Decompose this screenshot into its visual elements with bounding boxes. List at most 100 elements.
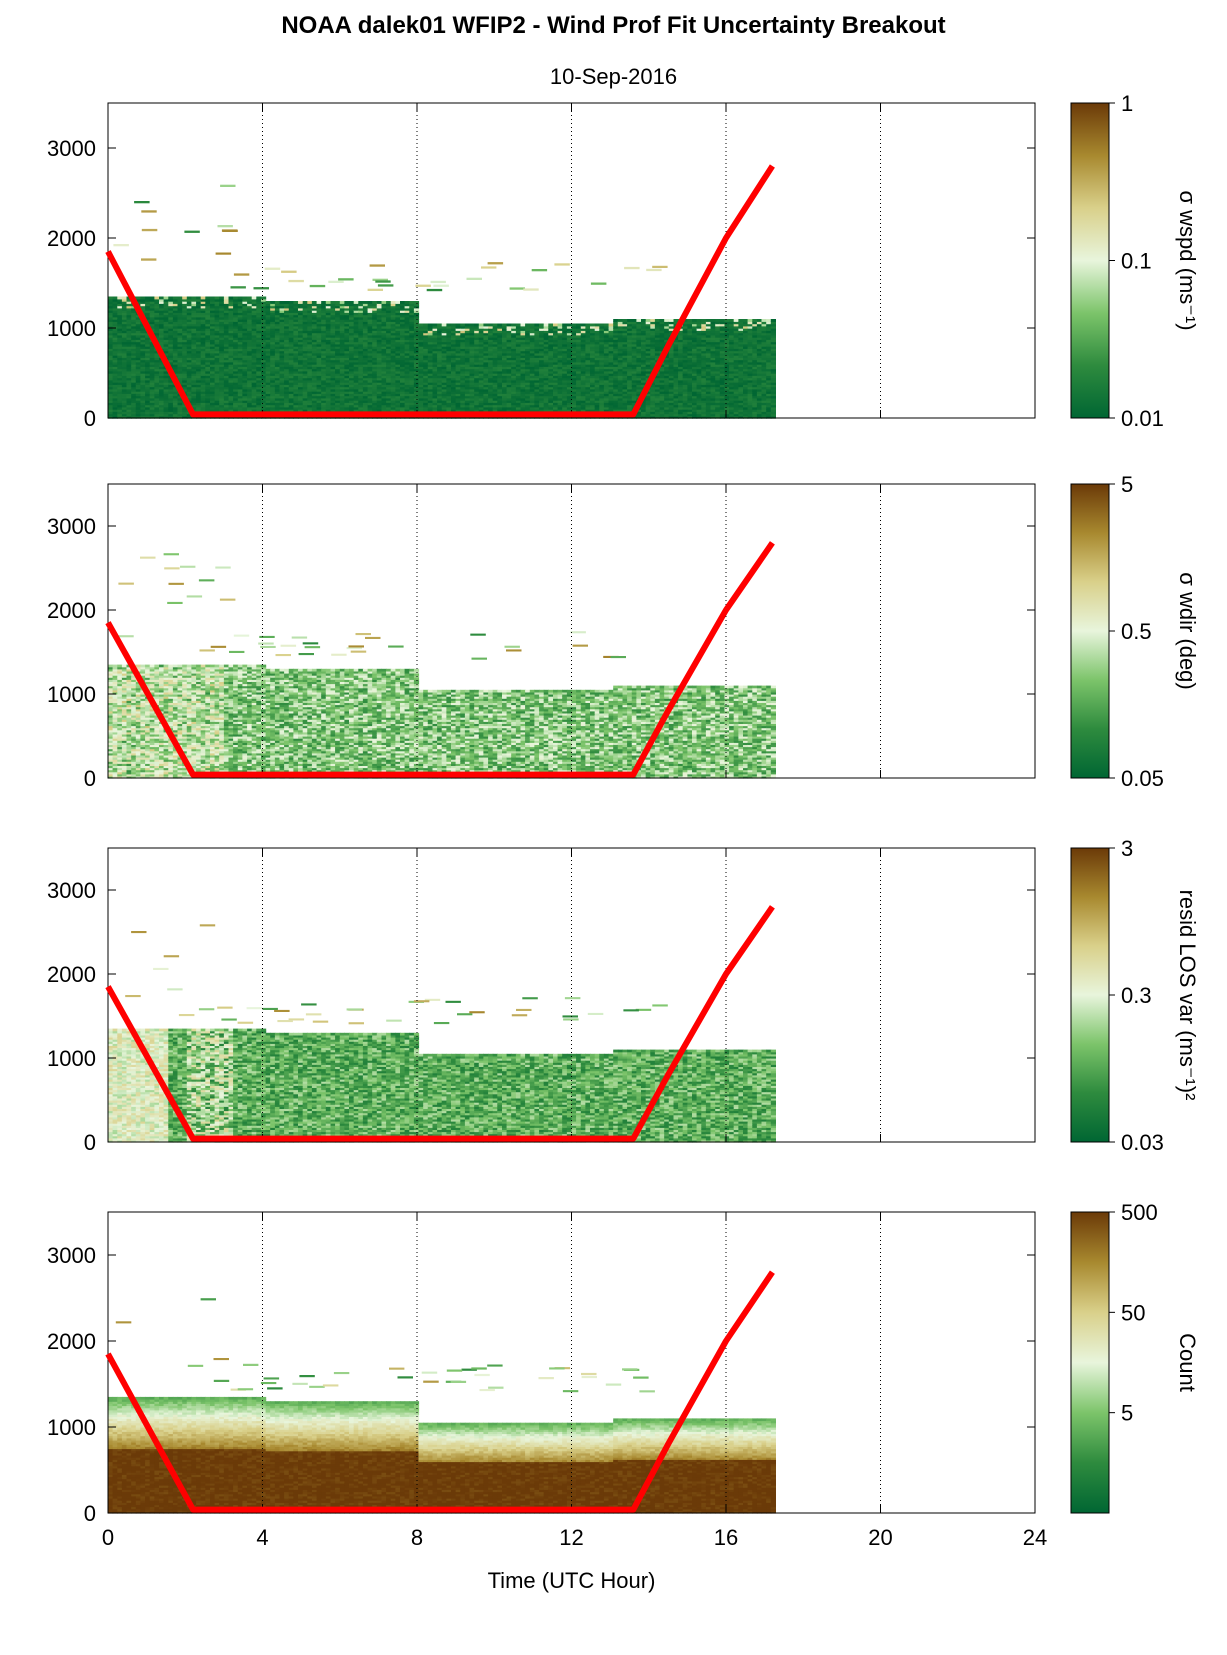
heatmap-cell — [353, 395, 359, 399]
heatmap-cell — [265, 395, 271, 399]
heatmap-cell — [172, 328, 179, 331]
heatmap-cell — [288, 314, 294, 318]
heatmap-cell — [279, 319, 285, 322]
heatmap-cell — [344, 301, 350, 304]
heatmap-cell — [228, 312, 234, 316]
heatmap-cell — [335, 391, 341, 394]
heatmap-cell — [261, 366, 267, 370]
heatmap-cell — [247, 355, 253, 358]
heatmap-cell — [311, 325, 318, 329]
heatmap-cell — [395, 319, 401, 322]
heatmap-cell — [316, 303, 322, 307]
heatmap-cell — [186, 355, 192, 358]
heatmap-cell — [400, 352, 406, 356]
heatmap-cell — [288, 348, 294, 352]
heatmap-cell — [219, 314, 225, 318]
heatmap-cell — [413, 307, 420, 311]
heatmap-cell — [149, 402, 155, 406]
heatmap-cell — [418, 359, 424, 363]
heatmap-cell — [367, 332, 373, 336]
heatmap-cell — [261, 303, 267, 307]
heatmap-cell — [121, 319, 128, 322]
heatmap-cell — [191, 307, 197, 311]
heatmap-cell — [372, 370, 378, 374]
heatmap-cell — [404, 370, 410, 374]
heatmap-cell — [135, 361, 141, 365]
heatmap-cell — [325, 400, 331, 403]
heatmap-cell — [191, 339, 197, 343]
heatmap-cell — [186, 307, 192, 311]
heatmap-cell — [117, 310, 123, 313]
heatmap-cell — [112, 382, 118, 385]
heatmap-cell — [200, 357, 206, 361]
heatmap-cell — [145, 415, 151, 419]
heatmap-cell — [172, 339, 179, 343]
heatmap-cell — [135, 402, 141, 406]
heatmap-cell — [409, 393, 415, 397]
heatmap-cell — [261, 400, 267, 403]
heatmap-cell — [316, 319, 322, 322]
heatmap-cell — [140, 370, 146, 374]
heatmap-cell — [228, 330, 234, 334]
heatmap-cell — [316, 406, 322, 410]
heatmap-cell — [149, 370, 155, 374]
heatmap-cell — [284, 337, 290, 340]
heatmap-cell — [390, 395, 396, 399]
heatmap-cell — [362, 357, 369, 361]
heatmap-cell — [140, 334, 146, 338]
heatmap-cell — [154, 413, 160, 417]
heatmap-cell — [214, 307, 220, 311]
heatmap-cell — [135, 393, 141, 397]
heatmap-cell — [145, 316, 151, 320]
heatmap-cell — [251, 314, 257, 318]
heatmap-cell — [349, 368, 355, 372]
heatmap-cell — [256, 337, 262, 340]
heatmap-cell — [293, 393, 299, 397]
heatmap-cell — [316, 323, 322, 327]
heatmap-cell — [274, 316, 281, 320]
heatmap-cell — [339, 305, 345, 309]
heatmap-cell — [344, 352, 350, 356]
heatmap-cell — [353, 323, 359, 327]
heatmap-cell — [349, 343, 355, 347]
heatmap-cell — [321, 325, 327, 329]
heatmap-cell — [228, 409, 234, 412]
heatmap-cell — [316, 373, 322, 376]
heatmap-cell — [293, 330, 299, 334]
heatmap-cell — [400, 303, 406, 307]
heatmap-cell — [330, 303, 336, 307]
heatmap-cell — [293, 334, 299, 338]
heatmap-cell — [367, 334, 373, 338]
heatmap-cell — [191, 323, 197, 327]
heatmap-cell — [261, 341, 267, 345]
heatmap-cell — [372, 312, 378, 316]
heatmap-cell — [311, 305, 318, 309]
heatmap-cell — [163, 346, 169, 349]
heatmap-cell — [288, 393, 294, 397]
heatmap-cell — [316, 393, 322, 397]
heatmap-cell — [372, 332, 378, 336]
heatmap-cell — [242, 343, 248, 347]
heatmap-cell — [353, 406, 359, 410]
heatmap-cell — [321, 357, 327, 361]
heatmap-cell — [455, 323, 461, 327]
heatmap-cell — [210, 303, 216, 307]
heatmap-cell — [191, 359, 197, 363]
heatmap-cell — [265, 355, 271, 358]
heatmap-cell — [274, 352, 281, 356]
heatmap-cell — [233, 368, 239, 372]
heatmap-cell — [228, 298, 234, 302]
heatmap-cell — [339, 364, 345, 367]
heatmap-cell — [168, 402, 174, 406]
heatmap-cell — [386, 330, 392, 334]
heatmap-cell — [381, 346, 387, 349]
heatmap-cell — [386, 391, 392, 394]
heatmap-cell — [210, 348, 216, 352]
heatmap-cell — [251, 375, 257, 379]
heatmap-cell — [242, 359, 248, 363]
heatmap-cell — [372, 310, 378, 313]
heatmap-cell — [265, 400, 271, 403]
heatmap-cell — [330, 386, 336, 390]
heatmap-cell — [135, 350, 141, 354]
heatmap-cell — [196, 404, 202, 408]
